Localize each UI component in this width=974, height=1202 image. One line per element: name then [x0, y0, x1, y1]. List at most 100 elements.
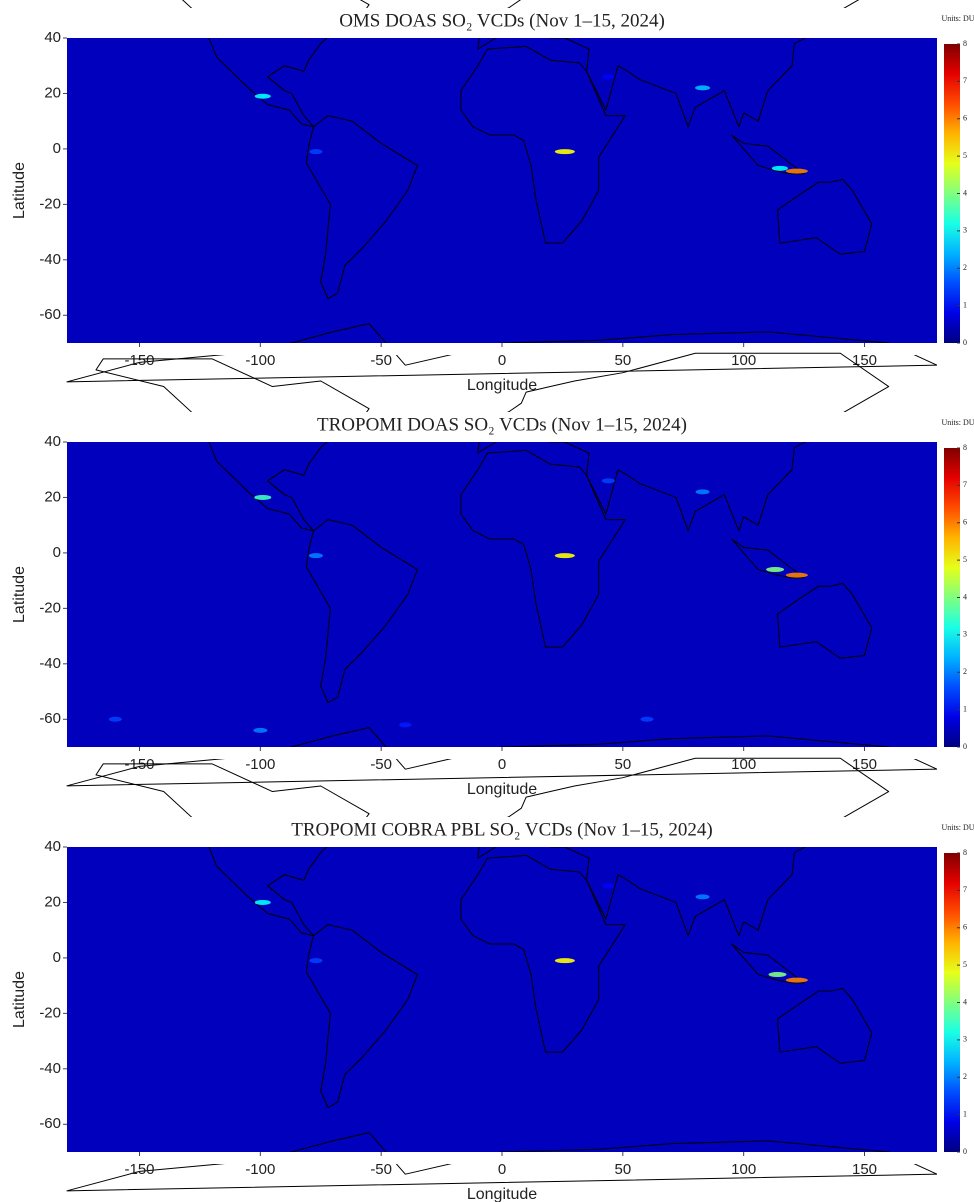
hotspot	[108, 716, 122, 722]
x-tick-label: 150	[852, 756, 877, 773]
x-tick-label: 100	[731, 1161, 756, 1178]
hotspot	[785, 168, 808, 174]
colorbar-tick-label: 5	[963, 151, 967, 160]
hotspot	[309, 958, 323, 964]
coastline	[95, 763, 370, 937]
coastline	[477, 352, 890, 532]
hotspot	[785, 572, 808, 578]
y-tick-label: -40	[39, 1060, 61, 1077]
x-tick-label: 100	[731, 352, 756, 369]
hotspot	[640, 716, 654, 722]
y-tick-label: 20	[44, 488, 61, 505]
hotspot	[399, 722, 412, 728]
colorbar-tick-label: 7	[963, 480, 967, 489]
x-tick-label: -50	[370, 1161, 392, 1178]
y-tick-label: -20	[39, 195, 61, 212]
hotspot	[601, 478, 615, 484]
colorbar-tick-label: 5	[963, 555, 967, 564]
y-axis-label: Latitude	[11, 971, 28, 1028]
coastline	[460, 449, 626, 648]
y-tick-label: -60	[39, 306, 61, 323]
colorbar-tick-label: 6	[963, 923, 967, 932]
colorbar-tick-label: 8	[963, 39, 967, 48]
x-tick-label: 50	[614, 1161, 631, 1178]
colorbar-tick-label: 2	[963, 1072, 967, 1081]
x-tick-label: -150	[124, 352, 154, 369]
mask	[0, 817, 67, 1182]
coastline	[477, 757, 890, 937]
x-tick-label: 150	[852, 1161, 877, 1178]
x-tick-label: -50	[370, 352, 392, 369]
x-tick-label: -100	[245, 1161, 275, 1178]
x-tick-label: -100	[245, 756, 275, 773]
colorbar-tick-label: 6	[963, 114, 967, 123]
coastline	[777, 178, 873, 255]
hotspot	[253, 727, 268, 733]
colorbar-label: Units: DU	[941, 14, 974, 23]
colorbar-tick-label: 3	[963, 630, 967, 639]
colorbar-tick-label: 1	[963, 1109, 967, 1118]
y-tick-label: 40	[44, 838, 61, 855]
mask	[67, 412, 937, 442]
hotspot	[602, 74, 615, 80]
y-tick-label: -20	[39, 599, 61, 616]
mask	[0, 8, 67, 373]
colorbar-tick-label: 3	[963, 1035, 967, 1044]
colorbar-tick-label: 4	[963, 188, 967, 197]
x-tick-label: -150	[124, 1161, 154, 1178]
y-tick-label: 20	[44, 84, 61, 101]
colorbar-tick-label: 1	[963, 704, 967, 713]
map-panel	[0, 352, 974, 787]
hotspot	[554, 553, 575, 559]
chart-title: TROPOMI DOAS SO₂ VCDs (Nov 1–15, 2024)	[317, 414, 687, 435]
colorbar	[944, 448, 960, 747]
coastline	[305, 924, 418, 1109]
colorbar-label: Units: DU	[941, 418, 974, 427]
hotspot	[785, 977, 808, 983]
coastline	[460, 854, 626, 1053]
map-panel	[0, 0, 974, 383]
colorbar-tick-label: 2	[963, 667, 967, 676]
hotspot	[766, 567, 785, 573]
x-tick-label: 100	[731, 756, 756, 773]
coastline	[731, 538, 805, 579]
mask	[67, 343, 937, 355]
hotspot	[768, 972, 787, 978]
x-tick-label: -100	[245, 352, 275, 369]
y-tick-label: -40	[39, 251, 61, 268]
hotspot	[308, 553, 323, 559]
colorbar-tick-label: 5	[963, 960, 967, 969]
coastline	[777, 987, 873, 1064]
colorbar-tick-label: 7	[963, 76, 967, 85]
coastline	[181, 0, 370, 128]
y-tick-label: -60	[39, 710, 61, 727]
x-tick-label: 50	[614, 756, 631, 773]
colorbar-tick-label: 0	[963, 338, 967, 347]
colorbar-tick-label: 0	[963, 1147, 967, 1156]
hotspot	[309, 149, 323, 155]
hotspot	[554, 149, 575, 155]
x-tick-label: -50	[370, 756, 392, 773]
x-tick-label: -150	[124, 756, 154, 773]
mask	[67, 817, 937, 847]
colorbar-tick-label: 4	[963, 997, 967, 1006]
chart-title: TROPOMI COBRA PBL SO₂ VCDs (Nov 1–15, 20…	[291, 819, 713, 840]
mask	[67, 8, 937, 38]
coastline	[777, 582, 873, 659]
hotspot	[602, 883, 615, 889]
x-axis-label: Longitude	[467, 377, 537, 394]
y-tick-label: 20	[44, 893, 61, 910]
y-axis-label: Latitude	[11, 566, 28, 623]
colorbar-label: Units: DU	[941, 823, 974, 832]
colorbar	[944, 44, 960, 343]
hotspot	[254, 494, 272, 500]
hotspot	[695, 894, 710, 900]
plot-background	[67, 38, 937, 343]
colorbar-tick-label: 2	[963, 263, 967, 272]
hotspot	[695, 489, 710, 495]
y-tick-label: 0	[53, 949, 61, 966]
mask	[67, 1152, 937, 1164]
coastline	[460, 45, 626, 244]
x-tick-label: 150	[852, 352, 877, 369]
